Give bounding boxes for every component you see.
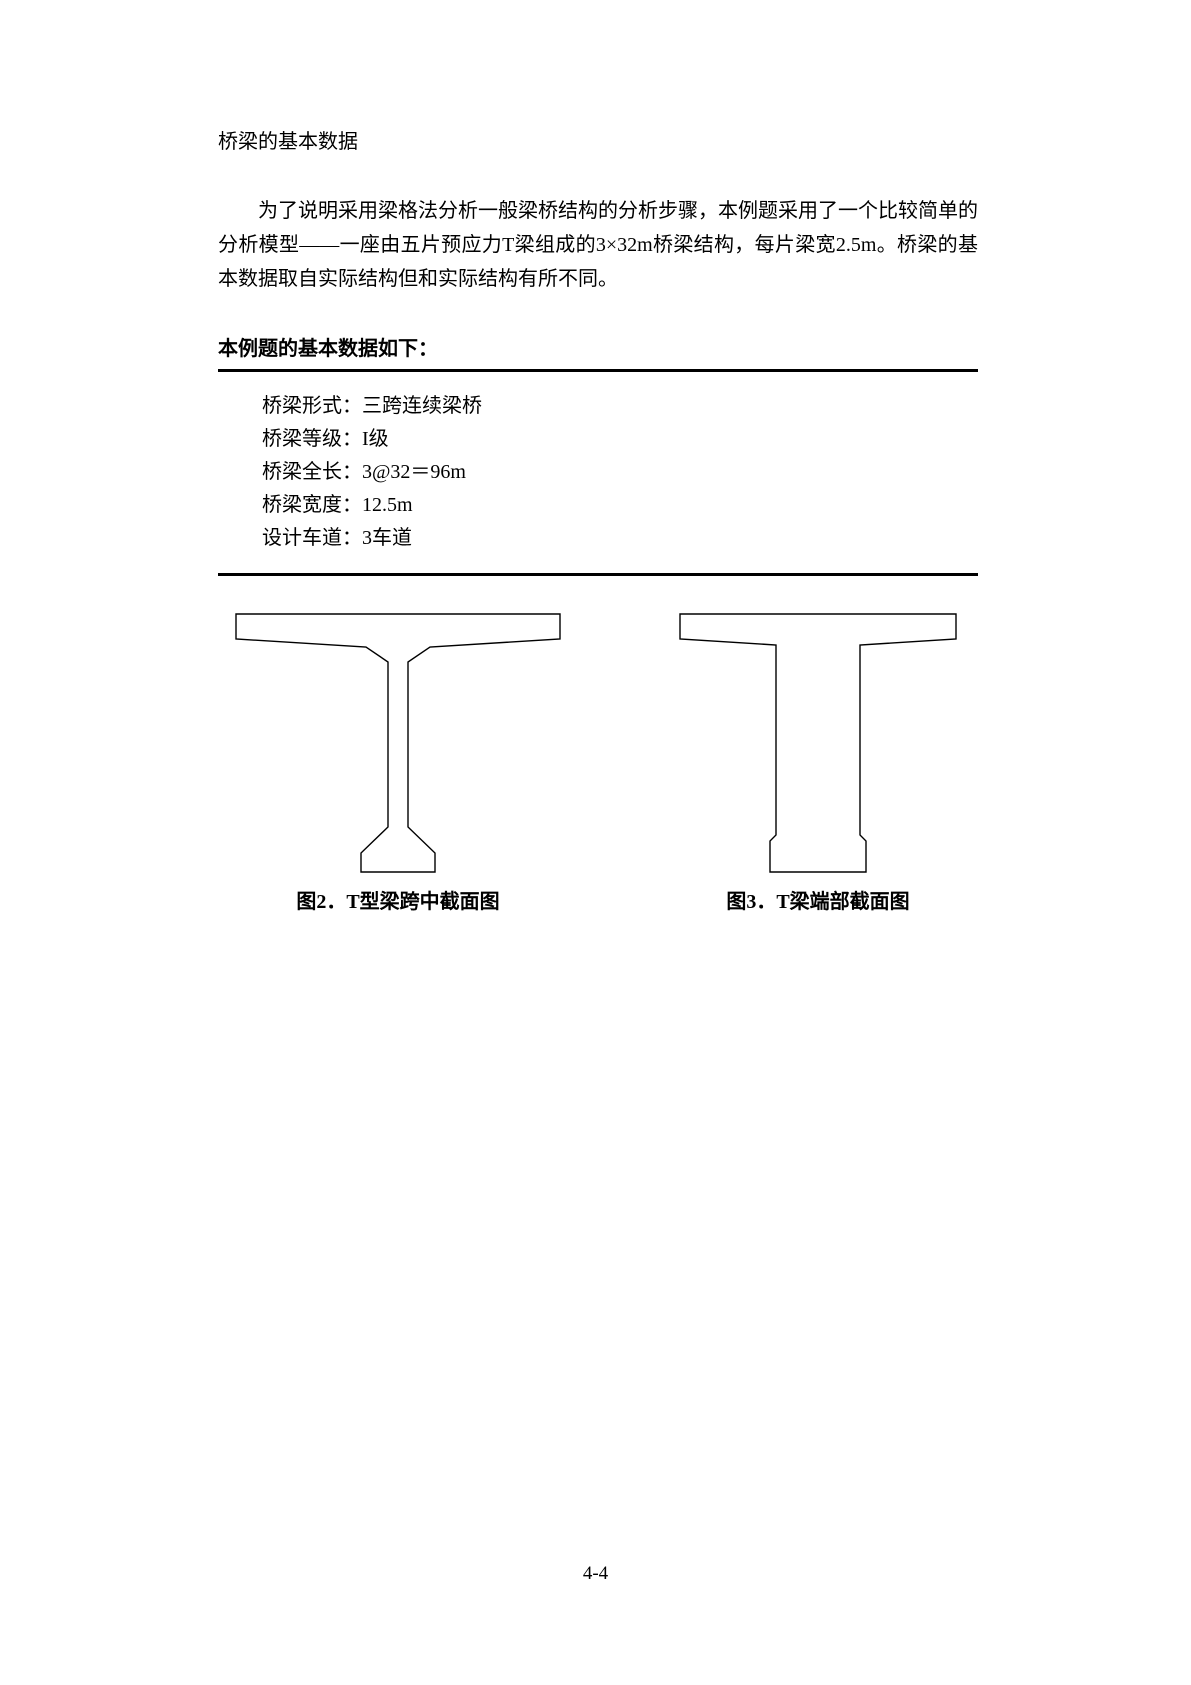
data-item: 桥梁形式：三跨连续梁桥	[262, 390, 978, 423]
t-beam-midspan-icon	[234, 612, 562, 875]
data-item: 桥梁宽度：12.5m	[262, 489, 978, 522]
figures-row: 图2．T型梁跨中截面图 图3．T梁端部截面图	[218, 612, 978, 914]
data-item: 桥梁全长：3@32＝96m	[262, 456, 978, 489]
t-beam-midspan-path	[236, 614, 560, 872]
data-list: 桥梁形式：三跨连续梁桥 桥梁等级：I级 桥梁全长：3@32＝96m 桥梁宽度：1…	[218, 372, 978, 573]
figure-right-caption: 图3．T梁端部截面图	[726, 885, 909, 914]
section-title: 桥梁的基本数据	[218, 125, 978, 154]
figure-left-caption: 图2．T型梁跨中截面图	[296, 885, 499, 914]
divider-bottom	[218, 573, 978, 576]
page-number: 4-4	[0, 1563, 1191, 1585]
paragraph-text: 为了说明采用梁格法分析一般梁桥结构的分析步骤，本例题采用了一个比较简单的分析模型…	[218, 200, 978, 290]
data-heading: 本例题的基本数据如下：	[218, 332, 978, 361]
figure-left: 图2．T型梁跨中截面图	[218, 612, 578, 914]
t-beam-end-path	[680, 614, 956, 872]
t-beam-end-icon	[678, 612, 958, 875]
data-item: 设计车道：3车道	[262, 522, 978, 555]
data-item: 桥梁等级：I级	[262, 423, 978, 456]
figure-right: 图3．T梁端部截面图	[658, 612, 978, 914]
intro-paragraph: 为了说明采用梁格法分析一般梁桥结构的分析步骤，本例题采用了一个比较简单的分析模型…	[218, 194, 978, 296]
